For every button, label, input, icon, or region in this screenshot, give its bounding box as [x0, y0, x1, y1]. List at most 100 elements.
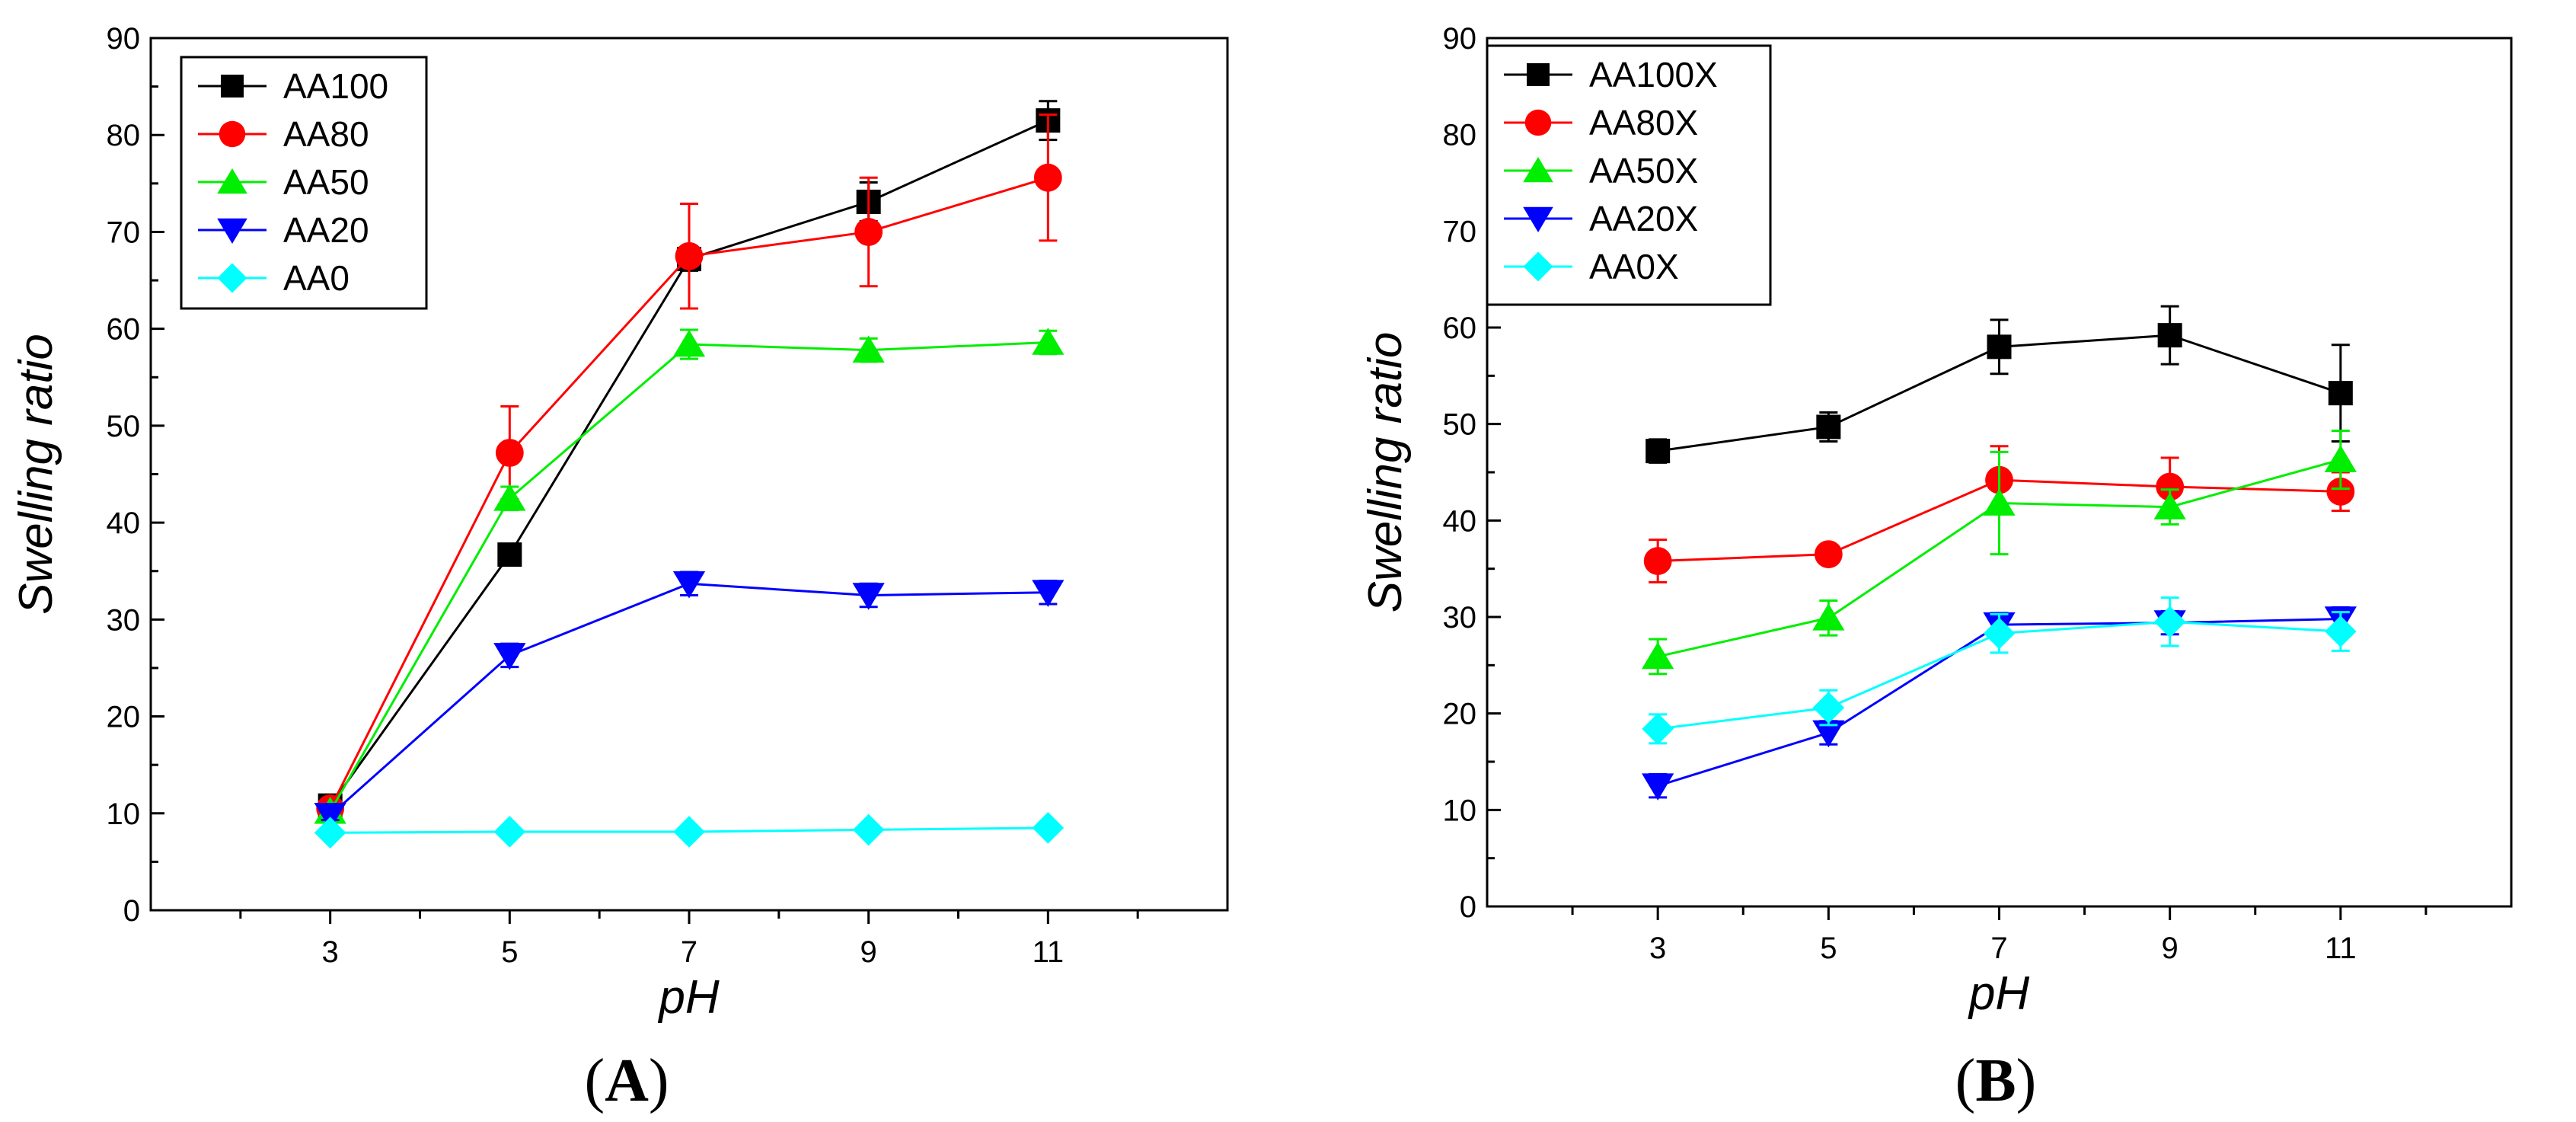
legend: AA100X AA80X AA50X AA20X AA0X — [1486, 44, 1772, 306]
data-point — [2153, 492, 2186, 519]
data-point — [673, 816, 705, 848]
legend-label: AA0 — [283, 258, 350, 298]
data-point — [2326, 477, 2355, 506]
y-axis-title: Swelling ratio — [1359, 332, 1412, 613]
data-point — [493, 484, 526, 511]
x-tick-label: 3 — [1649, 932, 1666, 965]
data-point — [854, 218, 883, 246]
data-point — [493, 816, 526, 848]
series-line — [329, 582, 1049, 817]
y-tick-label: 50 — [1443, 408, 1477, 442]
y-tick-label: 90 — [107, 22, 141, 56]
y-tick-label: 90 — [1443, 22, 1477, 56]
legend-marker — [217, 218, 247, 244]
x-tick-label: 11 — [1033, 935, 1065, 969]
legend-label: AA100 — [283, 66, 388, 106]
y-tick-label: 30 — [1443, 601, 1477, 635]
data-point — [314, 817, 346, 849]
data-point — [1032, 580, 1065, 607]
y-tick-label: 0 — [123, 894, 140, 928]
data-point — [1983, 488, 2016, 516]
panel-label: (A) — [584, 1047, 669, 1114]
data-point — [852, 814, 885, 846]
series-aa80 — [316, 113, 1062, 823]
legend-label: AA20 — [283, 210, 369, 250]
legend-marker — [1523, 251, 1553, 282]
data-point — [1033, 163, 1062, 192]
panel-label-close: ) — [2016, 1047, 2037, 1114]
x-tick-label: 9 — [860, 935, 877, 969]
legend-marker — [1523, 157, 1553, 183]
data-point — [852, 583, 885, 610]
x-tick-label: 7 — [1990, 932, 2007, 965]
legend: AA100 AA80 AA50 AA20 AA0 — [180, 56, 428, 310]
data-point — [1642, 713, 1674, 745]
data-point — [2156, 472, 2185, 501]
legend-marker — [221, 75, 244, 97]
legend-label: AA100X — [1589, 55, 1718, 94]
data-point — [1812, 603, 1845, 631]
x-tick-label: 5 — [1820, 932, 1837, 965]
y-tick-label: 10 — [107, 798, 141, 831]
series-aa0 — [314, 812, 1065, 849]
chart-panel-b: 0 10 20 30 40 50 60 70 80 90 3 5 7 9 11 pH Swelling rati… — [1359, 22, 2513, 1114]
x-tick-label: 9 — [2162, 932, 2179, 965]
x-axis-title: pH — [1968, 967, 2029, 1020]
data-point — [1812, 720, 1845, 748]
legend-label: AA50 — [283, 162, 369, 202]
data-point — [672, 329, 706, 357]
panel-label-close: ) — [649, 1047, 669, 1114]
chart-panel-a: 0 10 20 30 40 50 60 70 80 90 3 5 7 9 11 pH Swelling rati… — [10, 22, 1229, 1114]
legend-marker — [217, 168, 247, 194]
legend-marker — [1527, 63, 1550, 86]
data-point — [1646, 439, 1671, 464]
panel-label-letter: A — [605, 1047, 649, 1114]
panel-label-letter: B — [1975, 1047, 2016, 1114]
data-point — [314, 803, 346, 830]
data-point — [1814, 540, 1843, 569]
panel-label-open: ( — [1955, 1047, 1976, 1114]
panel-label: (B) — [1955, 1047, 2037, 1114]
data-point — [2324, 445, 2357, 472]
y-tick-label: 40 — [107, 507, 141, 540]
data-point — [852, 335, 885, 363]
data-point — [1032, 328, 1065, 355]
y-tick-label: 40 — [1443, 504, 1477, 538]
legend-label: AA20X — [1589, 199, 1698, 238]
legend-marker — [219, 120, 246, 148]
data-point — [1812, 692, 1845, 724]
series-aa0x — [1642, 596, 2357, 745]
x-tick-label: 5 — [501, 935, 518, 969]
data-point — [672, 571, 706, 599]
y-tick-label: 10 — [1443, 794, 1477, 827]
y-axis-title: Swelling ratio — [10, 334, 62, 615]
legend-marker — [1523, 206, 1553, 232]
legend-marker — [1524, 109, 1552, 136]
y-tick-label: 70 — [107, 216, 141, 249]
x-tick-label: 7 — [681, 935, 697, 969]
data-point — [1032, 812, 1065, 844]
data-point — [675, 241, 704, 270]
data-point — [2325, 615, 2357, 647]
data-point — [495, 439, 524, 467]
data-point — [1642, 641, 1674, 670]
data-point — [1642, 773, 1674, 801]
y-tick-label: 20 — [107, 701, 141, 734]
legend-label: AA0X — [1589, 247, 1679, 286]
x-tick-label: 11 — [2325, 932, 2357, 965]
x-tick-label: 3 — [322, 935, 339, 969]
data-point — [1987, 334, 2012, 360]
series-aa20 — [314, 571, 1065, 830]
data-point — [1816, 414, 1841, 440]
data-point — [2328, 381, 2353, 406]
y-tick-label: 60 — [107, 313, 141, 347]
y-tick-label: 0 — [1460, 890, 1476, 924]
y-tick-label: 80 — [1443, 119, 1477, 152]
series-aa100x — [1646, 305, 2353, 464]
legend-label: AA80 — [283, 114, 369, 154]
data-point — [1983, 617, 2016, 650]
data-point — [2153, 606, 2186, 638]
legend-label: AA80X — [1589, 103, 1698, 142]
series-aa50x — [1642, 430, 2357, 676]
